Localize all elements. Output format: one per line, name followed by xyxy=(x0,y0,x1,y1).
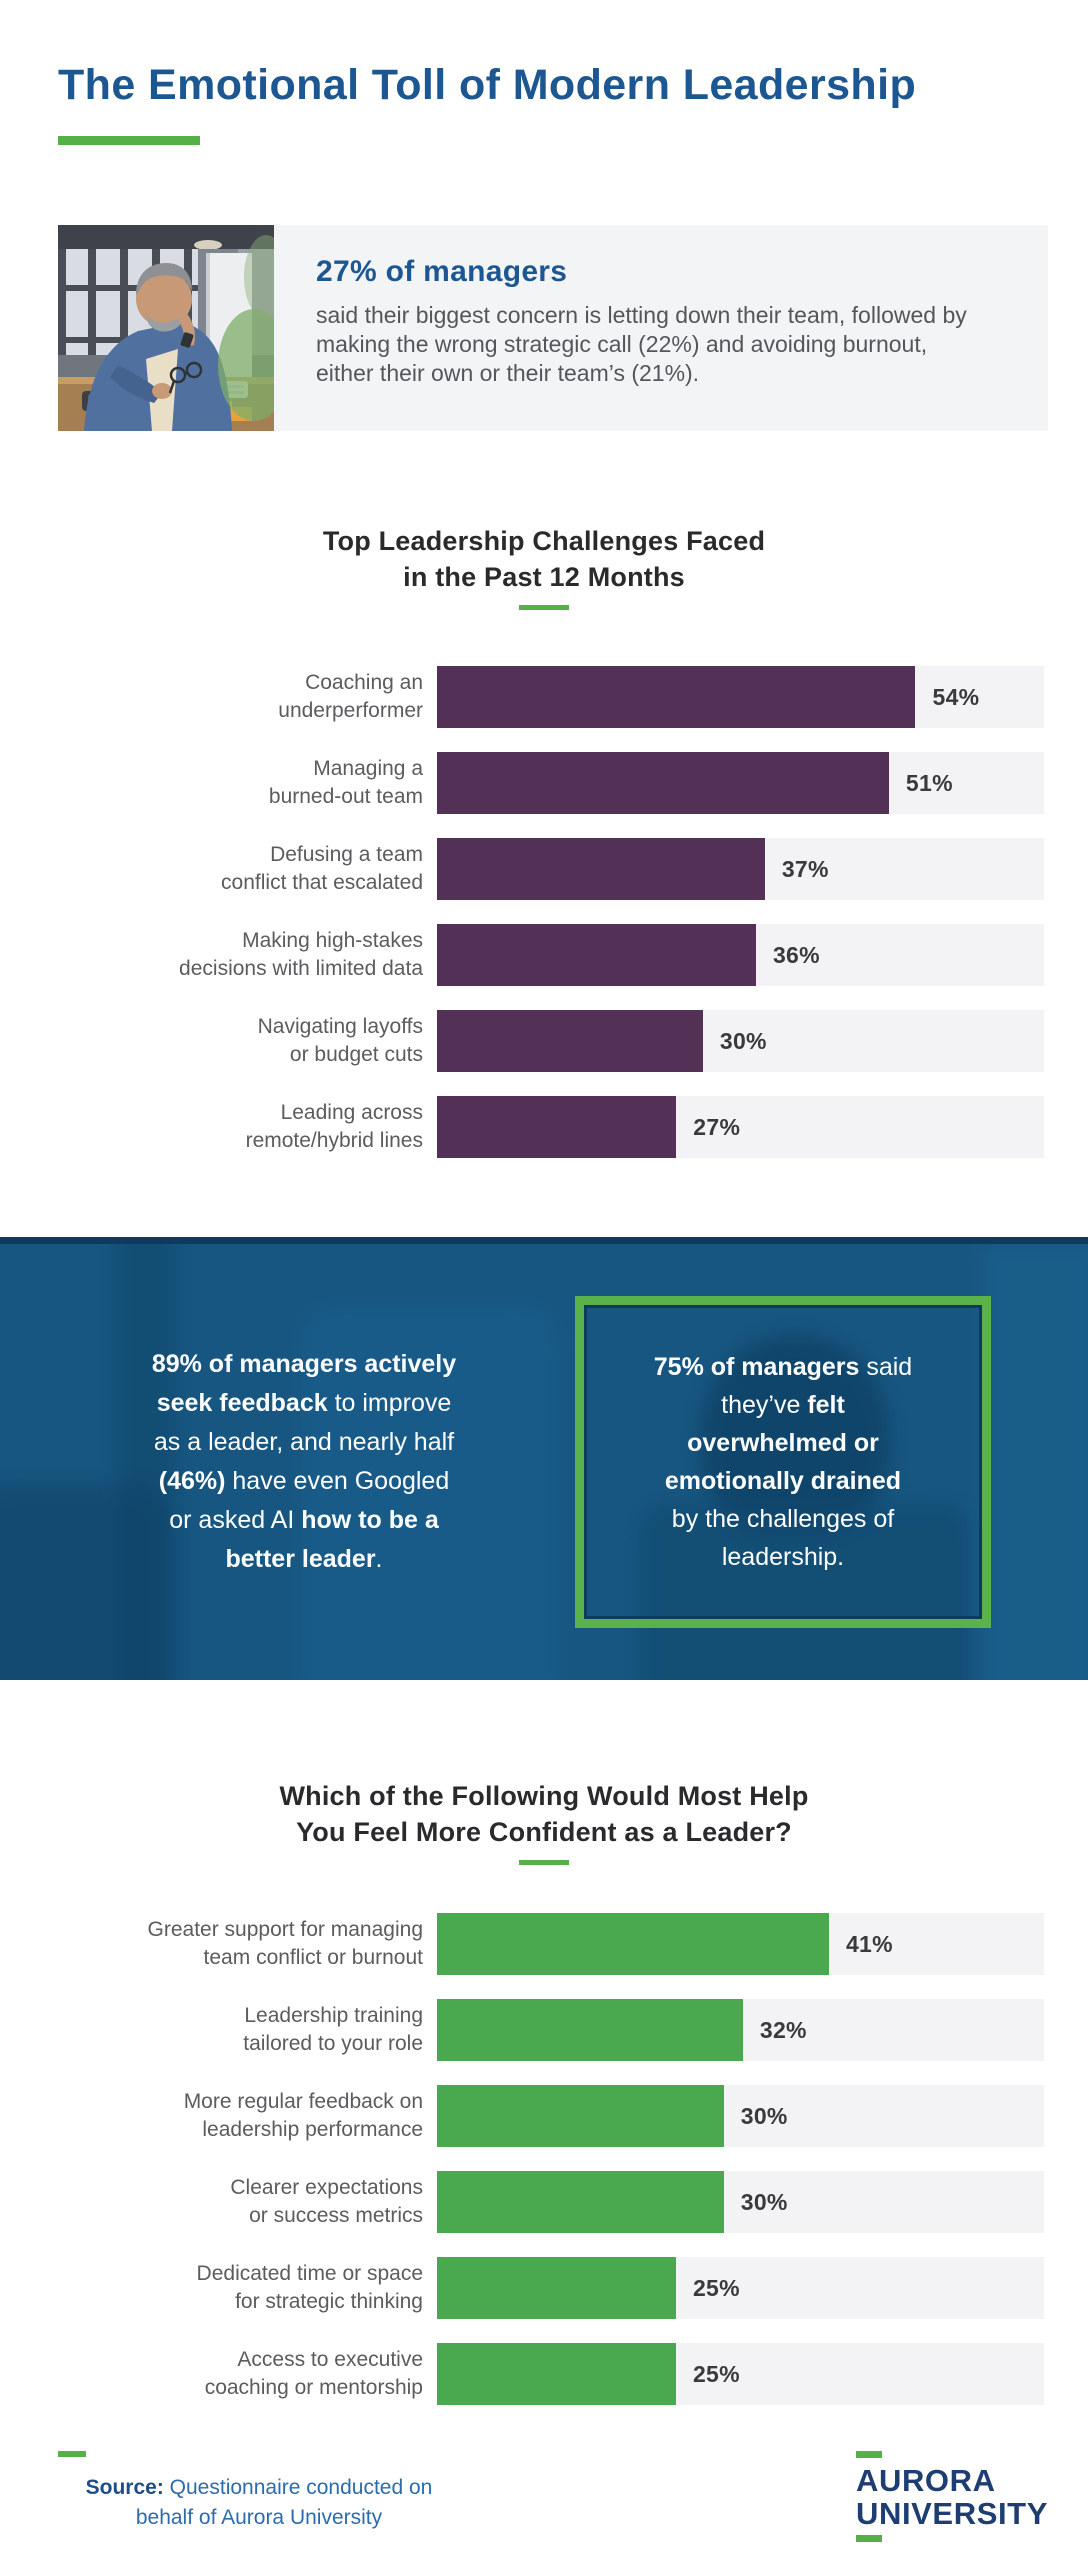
bar-category-label: Managing a burned-out team xyxy=(268,757,423,808)
bar-value-label: 30% xyxy=(740,2102,788,2129)
logo-accent-bottom xyxy=(855,2535,882,2542)
bar-fill xyxy=(437,838,765,900)
bar-fill xyxy=(437,2257,676,2319)
feedback-stat-text: 89% of managers actively seek feedback to… xyxy=(151,1350,457,1573)
callout-content: 89% of managers actively seek feedback to… xyxy=(0,1244,1088,1680)
overwhelmed-stat-box: 75% of managers said they’ve felt overwhel… xyxy=(575,1296,991,1628)
bar-row: Clearer expectations or success metrics 3… xyxy=(58,2171,1044,2233)
bar-fill xyxy=(437,1913,829,1975)
hero-stat-text: 27% of managers said their biggest conce… xyxy=(274,225,1006,431)
bar-category-label: Dedicated time or space for strategic th… xyxy=(196,2262,423,2313)
bar-row: Making high-stakes decisions with limite… xyxy=(58,924,1044,986)
bar-track: 25% xyxy=(437,2257,1044,2319)
bar-track: 25% xyxy=(437,2343,1044,2405)
challenges-chart-section: Top Leadership Challenges Faced in the P… xyxy=(0,523,1088,1158)
stressed-manager-photo xyxy=(58,225,274,431)
bar-value-label: 37% xyxy=(781,855,829,882)
source-description: Questionnaire conducted on behalf of Aur… xyxy=(135,2476,433,2529)
page-title: The Emotional Toll of Modern Leadership xyxy=(58,61,917,109)
bar-fill xyxy=(437,924,756,986)
bar-category-label: Making high-stakes decisions with limite… xyxy=(179,929,423,980)
bar-fill xyxy=(437,1999,743,2061)
bar-value-label: 25% xyxy=(692,2360,740,2387)
bar-row: Leading across remote/hybrid lines 27% xyxy=(58,1096,1044,1158)
logo-line2: UNIVERSITY xyxy=(855,2496,1048,2531)
overwhelmed-stat-text: 75% of managers said they’ve felt overwhel… xyxy=(653,1353,913,1571)
bar-row: Dedicated time or space for strategic th… xyxy=(58,2257,1044,2319)
bar-track: 51% xyxy=(437,752,1044,814)
bar-track: 32% xyxy=(437,1999,1044,2061)
hero-stat-block: 27% of managers said their biggest conce… xyxy=(58,225,1048,431)
bar-fill xyxy=(437,2085,724,2147)
bar-track: 36% xyxy=(437,924,1044,986)
callout-background-photo xyxy=(0,1244,1088,1680)
bar-fill xyxy=(437,2343,676,2405)
bar-category-label: Leadership training tailored to your rol… xyxy=(243,2004,423,2055)
bar-value-label: 25% xyxy=(692,2274,740,2301)
bar-row: More regular feedback on leadership perf… xyxy=(58,2085,1044,2147)
bar-row: Leadership training tailored to your rol… xyxy=(58,1999,1044,2061)
hero-stat-headline: 27% of managers xyxy=(316,255,568,288)
bar-value-label: 41% xyxy=(845,1930,893,1957)
bar-fill xyxy=(437,752,889,814)
bar-row: Navigating layoffs or budget cuts 30% xyxy=(58,1010,1044,1072)
challenges-title-dash xyxy=(519,605,569,610)
bar-category-label: Navigating layoffs or budget cuts xyxy=(257,1015,423,1066)
bar-category-label: Leading across remote/hybrid lines xyxy=(245,1101,423,1152)
bar-fill xyxy=(437,1096,677,1158)
hero-stat-body: said their biggest concern is letting do… xyxy=(316,302,967,386)
bar-value-label: 32% xyxy=(759,2016,807,2043)
bar-track: 37% xyxy=(437,838,1044,900)
source-block: Source: Questionnaire conducted on behal… xyxy=(58,2451,460,2533)
bar-category-label: Clearer expectations or success metrics xyxy=(230,2176,423,2227)
bar-track: 41% xyxy=(437,1913,1044,1975)
source-text: Source: Questionnaire conducted on behal… xyxy=(58,2473,460,2533)
title-underline xyxy=(58,136,200,145)
challenges-chart-title: Top Leadership Challenges Faced in the P… xyxy=(322,526,766,592)
confidence-chart-section: Which of the Following Would Most Help Y… xyxy=(0,1778,1088,2405)
logo-line1: AURORA xyxy=(855,2463,996,2498)
bar-track: 30% xyxy=(437,2171,1044,2233)
logo-accent-top xyxy=(855,2451,882,2458)
header: The Emotional Toll of Modern Leadership xyxy=(0,0,1088,145)
bar-fill xyxy=(437,1010,703,1072)
aurora-university-logo: AURORA UNIVERSITY xyxy=(855,2451,1048,2542)
callout-band: 89% of managers actively seek feedback to… xyxy=(0,1237,1088,1680)
bar-track: 27% xyxy=(437,1096,1044,1158)
bar-fill xyxy=(437,666,916,728)
challenges-bars: Coaching an underperformer 54% Managing a … xyxy=(58,666,1044,1158)
bar-track: 30% xyxy=(437,2085,1044,2147)
bar-track: 54% xyxy=(437,666,1044,728)
footer: Source: Questionnaire conducted on behal… xyxy=(58,2451,1048,2542)
confidence-bars: Greater support for managing team confli… xyxy=(58,1913,1044,2405)
bar-row: Access to executive coaching or mentorsh… xyxy=(58,2343,1044,2405)
bar-category-label: Defusing a team conflict that escalated xyxy=(221,843,423,894)
source-label: Source: xyxy=(85,2476,164,2499)
bar-category-label: Coaching an underperformer xyxy=(278,671,423,722)
bar-row: Defusing a team conflict that escalated 3… xyxy=(58,838,1044,900)
bar-category-label: Greater support for managing team confli… xyxy=(147,1918,423,1969)
bar-value-label: 36% xyxy=(772,941,820,968)
bar-value-label: 27% xyxy=(693,1113,741,1140)
bar-category-label: More regular feedback on leadership perf… xyxy=(183,2090,423,2141)
bar-value-label: 30% xyxy=(719,1027,767,1054)
bar-row: Coaching an underperformer 54% xyxy=(58,666,1044,728)
confidence-chart-title: Which of the Following Would Most Help Y… xyxy=(279,1781,809,1847)
bar-track: 30% xyxy=(437,1010,1044,1072)
source-dash xyxy=(58,2451,86,2457)
bar-fill xyxy=(437,2171,724,2233)
bar-row: Managing a burned-out team 51% xyxy=(58,752,1044,814)
bar-row: Greater support for managing team confli… xyxy=(58,1913,1044,1975)
bar-value-label: 51% xyxy=(905,769,953,796)
bar-value-label: 30% xyxy=(740,2188,788,2215)
confidence-title-dash xyxy=(519,1860,569,1865)
bar-value-label: 54% xyxy=(932,683,980,710)
bar-category-label: Access to executive coaching or mentorsh… xyxy=(204,2348,423,2399)
